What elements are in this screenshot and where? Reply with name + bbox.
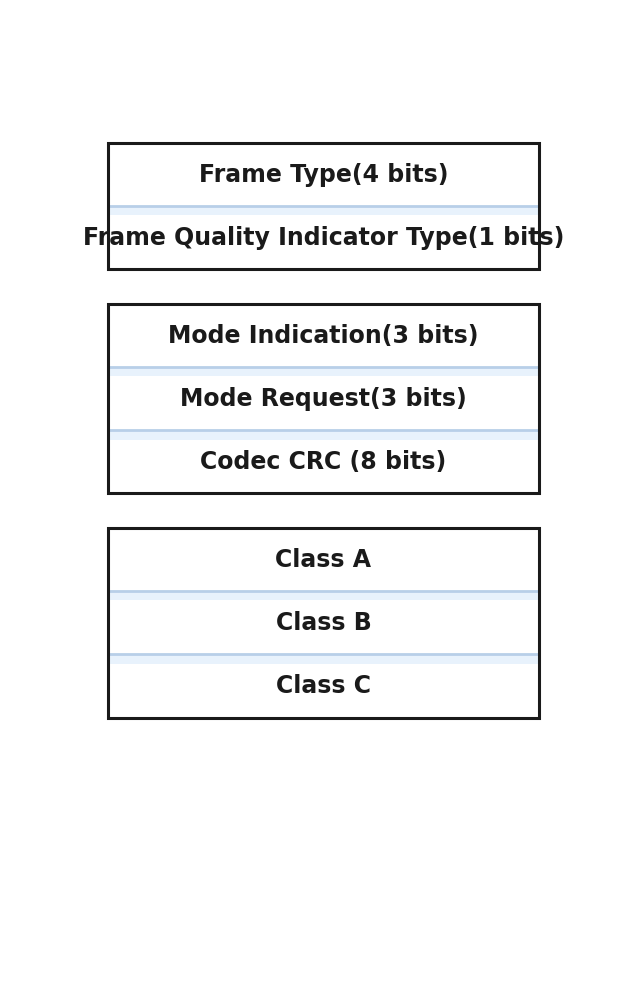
Text: Class A: Class A bbox=[275, 548, 372, 572]
Bar bbox=[109, 430, 538, 440]
Bar bbox=[109, 654, 538, 718]
Bar bbox=[109, 528, 538, 718]
Text: Class B: Class B bbox=[276, 611, 371, 635]
Bar bbox=[109, 654, 538, 664]
Bar bbox=[109, 304, 538, 493]
Text: Class C: Class C bbox=[276, 674, 371, 698]
Bar bbox=[109, 528, 538, 591]
Bar bbox=[109, 591, 538, 600]
Bar bbox=[109, 367, 538, 376]
Bar bbox=[109, 430, 538, 493]
Bar bbox=[109, 143, 538, 269]
Text: Codec CRC (8 bits): Codec CRC (8 bits) bbox=[200, 450, 447, 474]
Text: Frame Quality Indicator Type(1 bits): Frame Quality Indicator Type(1 bits) bbox=[83, 226, 564, 250]
Bar bbox=[109, 591, 538, 654]
Text: Mode Indication(3 bits): Mode Indication(3 bits) bbox=[168, 324, 479, 348]
Bar bbox=[109, 367, 538, 430]
Bar bbox=[109, 143, 538, 206]
Bar bbox=[109, 304, 538, 367]
Bar bbox=[109, 206, 538, 269]
Text: Mode Request(3 bits): Mode Request(3 bits) bbox=[180, 387, 467, 411]
Text: Frame Type(4 bits): Frame Type(4 bits) bbox=[199, 163, 448, 187]
Bar bbox=[109, 206, 538, 215]
